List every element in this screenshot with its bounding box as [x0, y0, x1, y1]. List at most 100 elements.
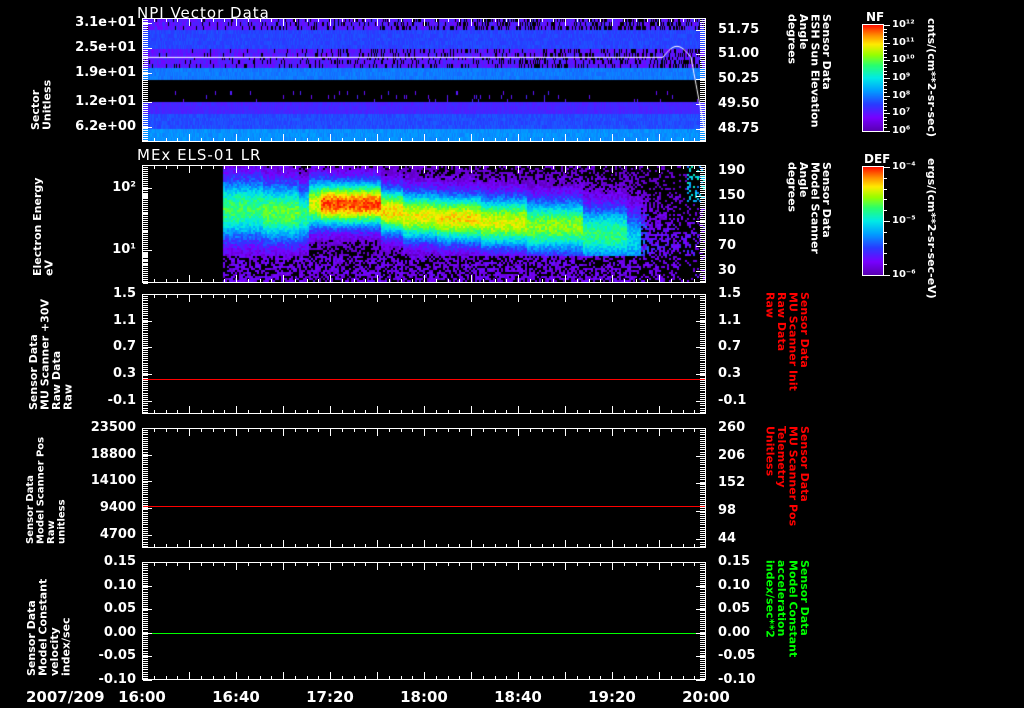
ytick-minor: [700, 72, 705, 73]
ytick-minor: [700, 185, 705, 186]
mupos-tick: [696, 483, 705, 484]
ytick-minor: [700, 60, 705, 61]
colorbar-nf-tick-label: 10⁸: [892, 89, 911, 101]
ytick-minor: [143, 128, 148, 129]
xtick-minor-top: [259, 295, 261, 298]
xtick-minor-top: [435, 19, 437, 22]
mcvel-tick-label: 0.10: [103, 577, 136, 593]
ytick-minor: [700, 250, 705, 251]
npi-sector-tick-label: 1.9e+01: [75, 65, 136, 81]
ytick-minor: [700, 464, 705, 465]
xtick-minor-top: [212, 295, 214, 298]
ytick-minor: [700, 187, 705, 188]
xtick-minor-bottom: [576, 676, 578, 679]
xtick-major-bottom: [424, 406, 425, 413]
xtick-minor-top: [165, 429, 167, 432]
ytick-minor: [700, 320, 705, 321]
xtick-minor-bottom: [612, 410, 613, 413]
xtick-minor-bottom: [200, 138, 202, 141]
mu30v-tick: [143, 294, 152, 295]
xtick-minor-top: [189, 19, 190, 22]
xtick-minor-bottom: [459, 410, 461, 413]
ytick-minor: [700, 663, 705, 664]
ytick-minor: [700, 648, 705, 649]
ytick-minor: [143, 596, 148, 597]
ytick-minor: [700, 134, 705, 135]
ytick-minor: [700, 140, 705, 141]
ytick-minor: [700, 587, 705, 588]
xtick-minor-top: [471, 166, 472, 169]
xtick-minor-bottom: [447, 279, 449, 282]
ytick-minor: [143, 535, 148, 536]
xtick-minor-top: [412, 166, 414, 169]
ytick-minor: [700, 585, 705, 586]
xtick-minor-top: [682, 166, 684, 169]
muinit-tick-label: -0.1: [718, 392, 747, 408]
ytick-minor: [143, 339, 148, 340]
xtick-major-top: [565, 295, 566, 302]
ytick-minor: [143, 307, 148, 308]
xtick-minor-bottom: [365, 138, 367, 141]
ytick-minor: [143, 589, 148, 590]
ytick-minor: [700, 486, 705, 487]
ytick-minor: [143, 208, 148, 209]
ytick-minor: [700, 248, 705, 249]
xtick-major-bottom: [424, 540, 425, 547]
xtick-minor-bottom: [224, 410, 226, 413]
ytick-minor: [700, 469, 705, 470]
colorbar-nf-minor: [883, 43, 887, 44]
ytick-minor: [700, 655, 705, 656]
ytick-minor: [700, 651, 705, 652]
ytick-minor: [700, 634, 705, 635]
ytick-minor: [700, 512, 705, 513]
colorbar-nf-tick-label: 10⁷: [892, 107, 911, 119]
ytick-minor: [143, 488, 148, 489]
xtick-major-bottom: [377, 672, 378, 679]
mcvel-tick: [143, 656, 152, 657]
xtick-minor-bottom: [341, 676, 343, 679]
xtick-minor-top: [529, 19, 531, 22]
xtick-minor-top: [647, 429, 649, 432]
xtick-minor-top: [247, 295, 249, 298]
ytick-minor: [700, 621, 705, 622]
xtick-minor-top: [236, 295, 237, 298]
ytick-minor: [143, 255, 148, 256]
ytick-minor: [143, 395, 148, 396]
xtick-major-bottom: [189, 134, 190, 141]
mu30v-tick-label: 1.1: [112, 312, 136, 328]
ytick-minor: [700, 78, 705, 79]
xtick-major-bottom: [659, 406, 660, 413]
ytick-minor: [143, 373, 148, 374]
ytick-minor: [143, 136, 148, 137]
xtick-minor-bottom: [377, 544, 378, 547]
mcacc-tick: [696, 609, 705, 610]
xtick-minor-bottom: [541, 138, 543, 141]
xtick-minor-top: [635, 295, 637, 298]
xtick-minor-bottom: [659, 279, 660, 282]
xtick-major-top: [518, 563, 519, 570]
xtick-minor-bottom: [588, 279, 590, 282]
xtick-minor-bottom: [306, 138, 308, 141]
ytick-minor: [143, 90, 148, 91]
xtick-minor-bottom: [682, 410, 684, 413]
colorbar-nf-minor: [883, 64, 887, 65]
ytick-minor-log: [143, 220, 148, 221]
xtick-major-top: [283, 295, 284, 302]
muinit-tick: [696, 294, 705, 295]
xtick-major-top: [236, 563, 237, 570]
ytick-minor: [700, 259, 705, 260]
ytick-minor: [700, 303, 705, 304]
xtick-major-top: [377, 295, 378, 302]
xtick-minor-bottom: [494, 279, 496, 282]
els-spectrogram-canvas: [143, 166, 705, 282]
xtick-major-top: [612, 295, 613, 302]
xtick-major-top: [424, 429, 425, 436]
ytick-minor: [700, 86, 705, 87]
xtick-major-bottom: [189, 540, 190, 547]
mcacc-tick: [696, 633, 705, 634]
xtick-minor-top: [259, 166, 261, 169]
xtick-minor-bottom: [330, 138, 331, 141]
ytick-minor: [143, 621, 148, 622]
ytick-minor: [700, 120, 705, 121]
ytick-minor: [143, 479, 148, 480]
